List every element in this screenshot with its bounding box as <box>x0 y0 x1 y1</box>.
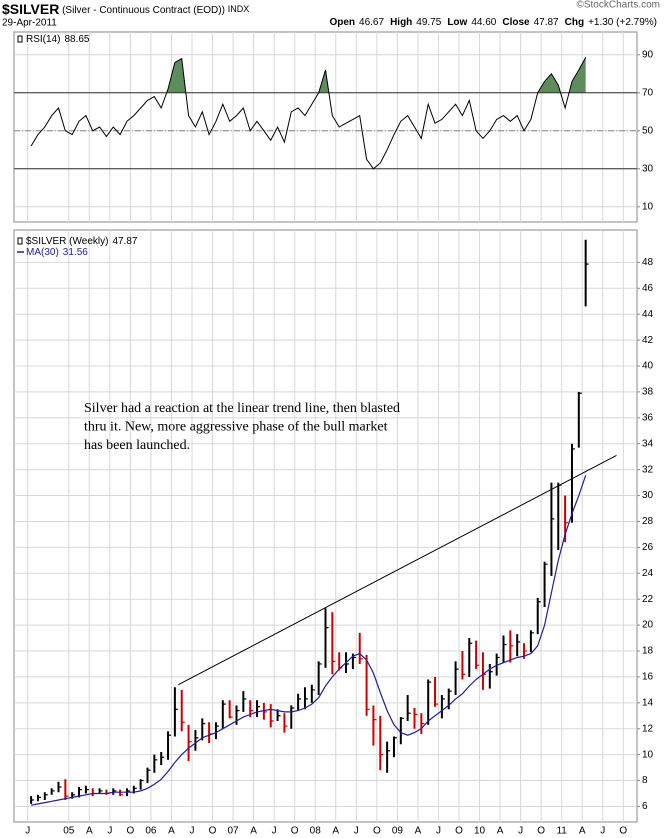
x-tick-label: A <box>579 826 586 837</box>
y-tick-label: 26 <box>642 542 654 553</box>
stat-value: +1.30 (+2.79%) <box>588 17 657 28</box>
stat-label: Chg <box>565 17 584 28</box>
x-tick-label: 11 <box>556 826 567 837</box>
quote-stats: Open 46.67 High 49.75 Low 44.60 Close 47.87 Chg +… <box>329 17 657 28</box>
legend-name: MA(30) <box>26 247 59 258</box>
x-tick-label: A <box>86 826 93 837</box>
x-tick-label: A <box>497 826 504 837</box>
y-tick-label: 6 <box>642 801 648 812</box>
annotation: has been launched. <box>84 438 190 453</box>
annotation: thru it. New, more aggressive phase of t… <box>84 420 388 435</box>
y-tick-label: 18 <box>642 646 654 657</box>
y-tick-label: 50 <box>642 125 654 136</box>
y-tick-label: 34 <box>642 438 654 449</box>
y-tick-label: 38 <box>642 387 654 398</box>
y-tick-label: 48 <box>642 257 654 268</box>
legend-name: $SILVER (Weekly) <box>26 236 108 247</box>
stat-label: Close <box>502 17 530 28</box>
legend-entry: RSI(14) 88.65 <box>26 34 90 45</box>
stat-value: 46.67 <box>359 17 384 28</box>
x-tick-label: J <box>518 826 523 837</box>
x-tick-label: 08 <box>310 826 322 837</box>
stat-label: High <box>390 17 412 28</box>
stat-label: Low <box>447 17 467 28</box>
y-tick-label: 16 <box>642 672 654 683</box>
overbought-fill <box>166 57 586 93</box>
x-tick-label: J <box>190 826 195 837</box>
y-tick-label: 44 <box>642 309 654 320</box>
legend-entry: $SILVER (Weekly) 47.87 <box>26 236 138 247</box>
x-tick-label: J <box>600 826 605 837</box>
x-tick-label: A <box>415 826 422 837</box>
watermark: ©StockCharts.com <box>576 0 660 11</box>
x-tick-label: O <box>455 826 463 837</box>
description: (Silver - Continuous Contract (EOD)) <box>62 5 225 16</box>
x-tick-label: O <box>209 826 217 837</box>
x-tick-label: 06 <box>145 826 157 837</box>
x-tick-label: O <box>619 826 627 837</box>
x-tick-label: A <box>332 826 339 837</box>
y-tick-label: 28 <box>642 516 654 527</box>
legend-name: RSI(14) <box>26 34 60 45</box>
annotation: Silver had a reaction at the linear tren… <box>84 401 400 416</box>
y-tick-label: 22 <box>642 594 654 605</box>
stat-value: 47.87 <box>534 17 559 28</box>
stat-label: Open <box>329 17 355 28</box>
y-tick-label: 30 <box>642 490 654 501</box>
x-tick-label: J <box>272 826 277 837</box>
legend-icon <box>17 35 23 43</box>
x-tick-label: 09 <box>392 826 404 837</box>
rsi-line <box>30 57 587 170</box>
x-tick-label: 07 <box>228 826 240 837</box>
x-tick-label: J <box>354 826 359 837</box>
header-title: $SILVER (Silver - Continuous Contract (E… <box>2 1 249 17</box>
y-tick-label: 10 <box>642 201 654 212</box>
y-tick-label: 46 <box>642 283 654 294</box>
y-tick-label: 10 <box>642 749 654 760</box>
x-tick-label: O <box>537 826 545 837</box>
stat-value: 44.60 <box>471 17 496 28</box>
trend-line <box>178 454 617 686</box>
y-tick-label: 24 <box>642 568 654 579</box>
x-tick-label: O <box>373 826 381 837</box>
symbol: $SILVER <box>2 1 59 17</box>
x-tick-label: A <box>168 826 175 837</box>
y-tick-label: 12 <box>642 723 654 734</box>
y-tick-label: 14 <box>642 697 654 708</box>
ma-line <box>30 475 587 806</box>
stat-value: 49.75 <box>416 17 441 28</box>
panel-frame <box>13 229 638 823</box>
y-tick-label: 20 <box>642 620 654 631</box>
x-tick-label: J <box>107 826 112 837</box>
x-tick-label: 05 <box>63 826 75 837</box>
legend-icon <box>17 237 23 245</box>
x-tick-label: O <box>291 826 299 837</box>
y-tick-label: 70 <box>642 87 654 98</box>
y-tick-label: 8 <box>642 775 648 786</box>
panel-frame <box>13 31 638 223</box>
y-tick-label: 32 <box>642 464 654 475</box>
y-tick-label: 36 <box>642 412 654 423</box>
x-tick-label: O <box>126 826 134 837</box>
legend-entry: MA(30) 31.56 <box>26 247 88 258</box>
y-tick-label: 30 <box>642 163 654 174</box>
legend-value: 47.87 <box>112 236 137 247</box>
x-tick-label: A <box>250 826 257 837</box>
date: 29-Apr-2011 <box>2 18 57 29</box>
legend-value: 88.65 <box>64 34 89 45</box>
y-tick-label: 40 <box>642 361 654 372</box>
y-tick-label: 90 <box>642 49 654 60</box>
x-tick-label: J <box>436 826 441 837</box>
y-tick-label: 42 <box>642 335 654 346</box>
x-tick-label: 10 <box>474 826 486 837</box>
legend-value: 31.56 <box>63 247 88 258</box>
x-tick-label: J <box>25 826 30 837</box>
exchange: INDX <box>228 4 250 14</box>
